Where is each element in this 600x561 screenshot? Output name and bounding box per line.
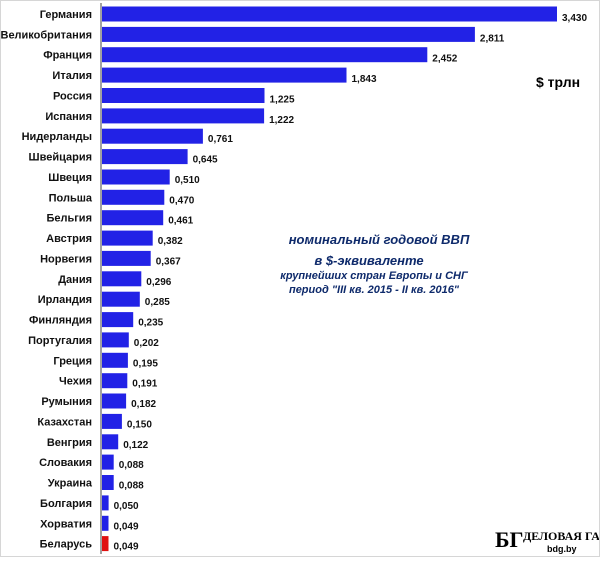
brand-logo: БГ (495, 527, 524, 552)
bar-17 (102, 352, 128, 368)
category-label-22: Словакия (39, 457, 92, 469)
bar-20 (102, 413, 122, 429)
category-label-11: Австрия (46, 233, 92, 245)
bar-11 (102, 230, 153, 246)
bar-16 (102, 332, 129, 348)
category-label-18: Чехия (59, 376, 92, 388)
bar-18 (102, 373, 128, 389)
category-label-25: Хорватия (40, 518, 92, 530)
value-label-9: 0,470 (169, 195, 194, 206)
bar-25 (102, 515, 109, 531)
value-label-1: 2,811 (480, 33, 505, 44)
bar-2 (102, 47, 428, 63)
value-label-6: 0,761 (208, 134, 233, 145)
bar-6 (102, 128, 203, 144)
value-label-14: 0,285 (145, 297, 170, 308)
bar-7 (102, 149, 188, 165)
category-label-24: Болгария (40, 498, 92, 510)
bar-8 (102, 169, 170, 185)
category-label-8: Швеция (48, 172, 92, 184)
category-label-15: Финляндия (29, 315, 92, 327)
bar-4 (102, 88, 265, 103)
brand-name: ДЕЛОВАЯ ГАЗЕТА (523, 529, 599, 543)
bar-9 (102, 189, 165, 205)
category-label-13: Дания (58, 274, 92, 286)
bar-10 (102, 210, 164, 226)
bar-24 (102, 495, 109, 511)
bar-14 (102, 291, 140, 307)
category-label-21: Венгрия (47, 437, 92, 449)
bar-3 (102, 67, 347, 83)
category-label-23: Украина (48, 478, 93, 490)
value-label-12: 0,367 (156, 256, 181, 267)
category-label-7: Швейцария (29, 152, 92, 164)
value-label-18: 0,191 (132, 379, 157, 390)
category-label-20: Казахстан (37, 416, 92, 428)
value-label-7: 0,645 (193, 155, 218, 166)
category-labels-group: Германия Великобритания Франция Италия Росси… (1, 9, 93, 551)
category-label-0: Германия (40, 9, 92, 21)
value-label-13: 0,296 (146, 277, 171, 288)
value-label-23: 0,088 (119, 481, 144, 492)
chart-subtitle-line-1: крупнейших стран Европы и СНГ (280, 270, 469, 282)
value-label-25: 0,049 (114, 521, 139, 532)
category-label-12: Норвегия (40, 253, 92, 265)
value-label-11: 0,382 (158, 236, 183, 247)
category-label-19: Румыния (41, 396, 92, 408)
value-label-5: 1,222 (269, 115, 294, 126)
value-label-15: 0,235 (138, 318, 163, 329)
bar-12 (102, 250, 151, 266)
brand-watermark: БГ ДЕЛОВАЯ ГАЗЕТА bdg.by (495, 527, 600, 554)
category-label-6: Нидерланды (22, 131, 92, 143)
category-label-3: Италия (52, 70, 92, 82)
category-label-26: Беларусь (40, 539, 93, 551)
value-label-10: 0,461 (168, 216, 193, 227)
bar-15 (102, 312, 134, 328)
chart-title-line-2: в $-эквиваленте (314, 253, 423, 268)
chart-title-line-1: номинальный годовой ВВП (289, 232, 470, 247)
value-label-19: 0,182 (131, 399, 156, 410)
category-label-9: Польша (49, 192, 93, 204)
value-label-21: 0,122 (123, 440, 148, 451)
value-label-2: 2,452 (432, 54, 457, 65)
value-label-24: 0,050 (114, 501, 139, 512)
bars-group (102, 6, 557, 552)
category-label-4: Россия (53, 91, 92, 103)
value-labels-group: 3,430 2,811 2,452 1,843 1,225 1,222 0,761 0,645… (114, 13, 588, 553)
chart-subtitle-line-2: период "III кв. 2015 - II кв. 2016" (289, 284, 460, 296)
bar-22 (102, 454, 114, 470)
category-label-2: Франция (43, 50, 92, 62)
value-label-22: 0,088 (119, 460, 144, 471)
value-label-17: 0,195 (133, 358, 158, 369)
value-label-8: 0,510 (175, 175, 200, 186)
bar-19 (102, 393, 127, 409)
bar-26 (102, 536, 109, 552)
bar-23 (102, 475, 114, 490)
bar-21 (102, 434, 119, 450)
category-label-16: Португалия (28, 335, 92, 347)
value-label-20: 0,150 (127, 419, 152, 430)
value-label-4: 1,225 (270, 95, 295, 106)
category-label-17: Греция (53, 355, 92, 367)
bar-13 (102, 271, 142, 287)
category-label-5: Испания (45, 111, 92, 123)
bar-5 (102, 108, 265, 124)
brand-url: bdg.by (547, 544, 577, 554)
bar-0 (102, 6, 557, 22)
unit-label: $ трлн (536, 74, 580, 90)
category-label-10: Бельгия (46, 213, 92, 225)
bar-1 (102, 26, 475, 42)
category-label-14: Ирландия (38, 294, 92, 306)
value-label-3: 1,843 (352, 74, 377, 85)
value-label-16: 0,202 (134, 338, 159, 349)
value-label-0: 3,430 (562, 13, 587, 24)
value-label-26: 0,049 (114, 542, 139, 553)
category-label-1: Великобритания (1, 29, 92, 41)
